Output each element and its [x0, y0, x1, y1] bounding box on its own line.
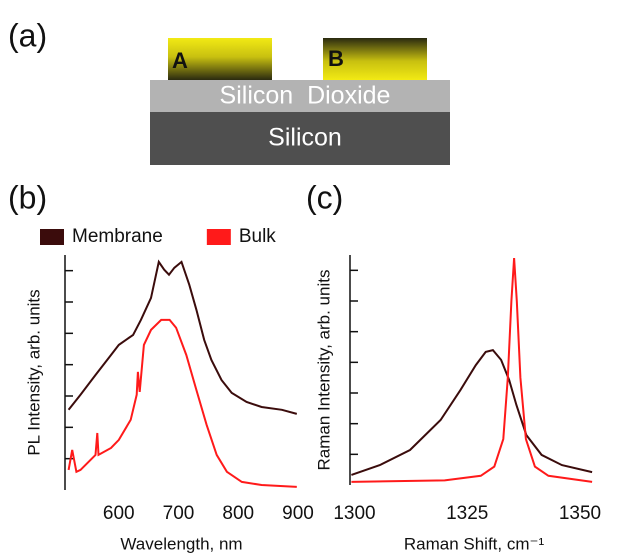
legend-label: Membrane — [72, 226, 163, 247]
legend-swatch — [207, 229, 231, 245]
panel-label: (b) — [8, 179, 47, 215]
x-tick-label: 700 — [163, 503, 195, 524]
data-line — [69, 262, 297, 414]
page: (a) A B Silicon Dioxide Silicon (b) (c) … — [0, 0, 618, 554]
x-tick-label: 1350 — [559, 503, 601, 524]
legend-label: Bulk — [239, 226, 276, 247]
x-axis-label: Wavelength, nm — [120, 534, 242, 553]
x-axis-label: Raman Shift, cm⁻¹ — [404, 534, 545, 553]
x-tick-label: 600 — [103, 503, 135, 524]
x-tick-label: 900 — [282, 503, 314, 524]
panel-label: (c) — [306, 179, 343, 215]
y-axis-label: Raman Intensity, arb. units — [314, 270, 333, 471]
x-tick-label: 1300 — [333, 503, 375, 524]
data-line — [69, 320, 297, 487]
contact-label: B — [328, 46, 344, 71]
layer-label: Silicon Dioxide — [220, 82, 391, 110]
y-axis-label: PL Intensity, arb. units — [24, 289, 43, 455]
contact-label: A — [172, 48, 188, 73]
data-line — [351, 350, 592, 475]
layer-label: Silicon — [268, 124, 342, 152]
x-tick-label: 1325 — [446, 503, 488, 524]
figure: (a) A B Silicon Dioxide Silicon (b) (c) … — [0, 0, 618, 554]
panel-label: (a) — [8, 17, 47, 53]
x-tick-label: 800 — [222, 503, 254, 524]
legend-swatch — [40, 229, 64, 245]
